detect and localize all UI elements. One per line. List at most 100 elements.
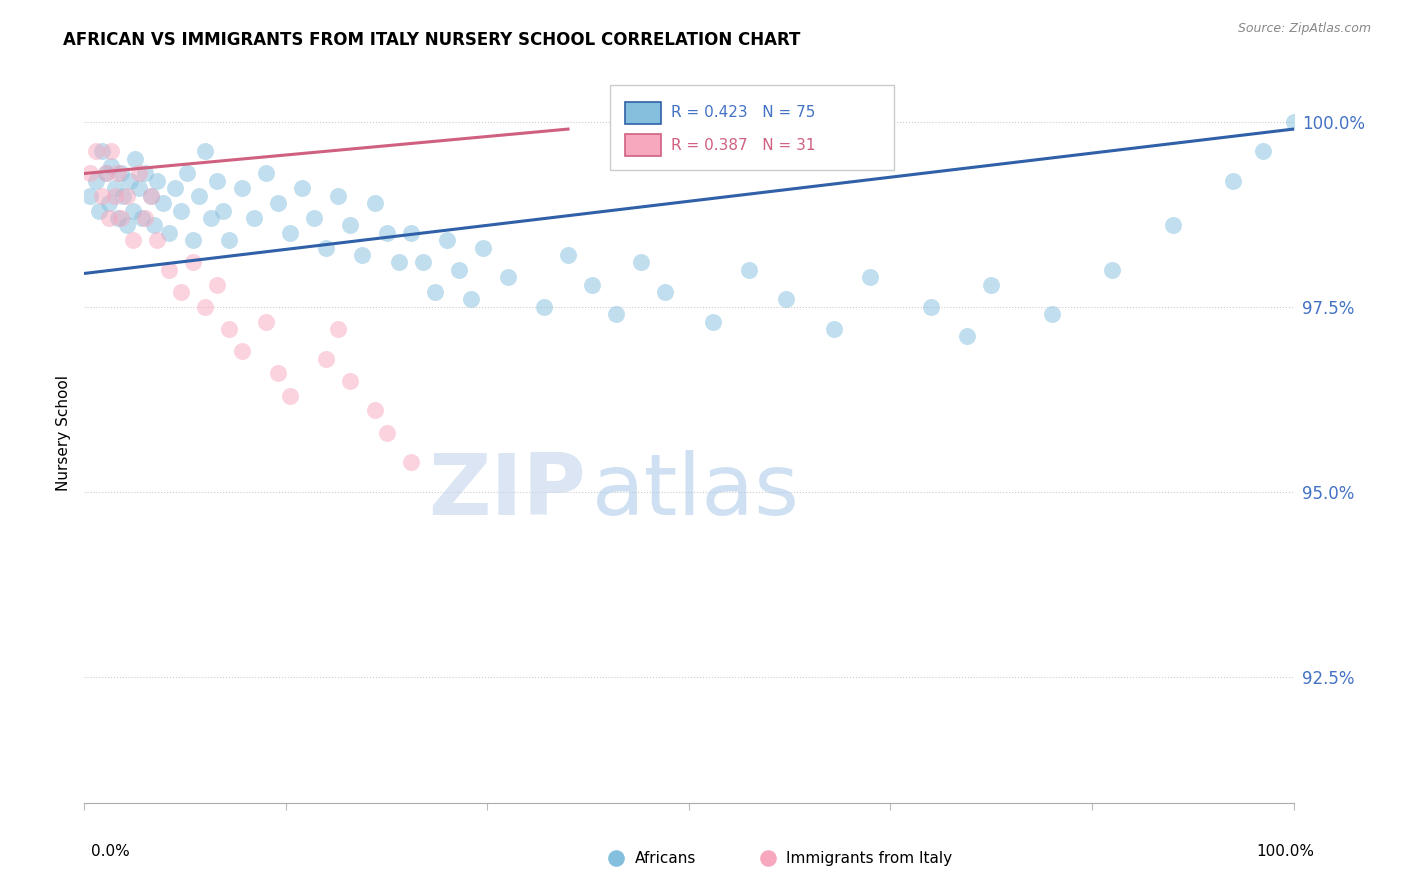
Point [242,211,264,225]
Point [152,196,174,211]
Point [423,285,446,299]
Point [218,233,240,247]
Point [110,211,132,225]
Point [352,248,374,262]
Point [375,425,398,440]
Point [980,277,1002,292]
Point [212,203,235,218]
Text: 100.0%: 100.0% [1257,845,1315,859]
Point [654,285,676,299]
Point [91,188,114,202]
Point [328,188,350,202]
Point [496,270,519,285]
Point [472,241,495,255]
Point [107,211,129,225]
Text: Immigrants from Italy: Immigrants from Italy [786,851,952,866]
Point [131,211,153,225]
Point [339,374,361,388]
Point [181,255,204,269]
Point [134,167,156,181]
Point [107,167,129,181]
Point [194,145,217,159]
Point [533,300,555,314]
Point [254,167,277,181]
Y-axis label: Nursery School: Nursery School [56,375,72,491]
Point [363,196,385,211]
Text: ZIP: ZIP [429,450,586,533]
Point [176,167,198,181]
Point [143,219,166,233]
Point [291,181,314,195]
Point [100,159,122,173]
Point [339,219,361,233]
Point [207,277,229,292]
Point [115,219,138,233]
Point [121,233,143,247]
Point [254,315,277,329]
Point [146,174,169,188]
Point [328,322,350,336]
Point [94,167,117,181]
Point [278,389,301,403]
Point [104,181,127,195]
Point [1222,174,1244,188]
Point [104,188,127,202]
FancyBboxPatch shape [610,85,894,169]
Point [605,307,627,321]
Point [97,211,120,225]
Text: 0.0%: 0.0% [91,845,131,859]
FancyBboxPatch shape [624,135,661,156]
Point [436,233,458,247]
Point [218,322,240,336]
Point [388,255,411,269]
Point [194,300,217,314]
Point [181,233,204,247]
Point [1282,114,1305,128]
Point [859,270,882,285]
Point [412,255,434,269]
Point [460,293,482,307]
Point [267,367,290,381]
Point [399,226,422,240]
Point [87,203,110,218]
Point [79,167,101,181]
Point [115,188,138,202]
Point [231,344,253,359]
Point [738,262,761,277]
Point [128,181,150,195]
Text: AFRICAN VS IMMIGRANTS FROM ITALY NURSERY SCHOOL CORRELATION CHART: AFRICAN VS IMMIGRANTS FROM ITALY NURSERY… [63,31,800,49]
Point [157,262,180,277]
Point [139,188,162,202]
Point [170,285,193,299]
Point [1101,262,1123,277]
Text: atlas: atlas [592,450,800,533]
FancyBboxPatch shape [624,102,661,124]
Point [1253,145,1275,159]
Point [363,403,385,417]
Point [112,188,135,202]
Point [375,226,398,240]
Point [302,211,325,225]
Point [134,211,156,225]
Point [200,211,222,225]
Point [91,145,114,159]
Text: Source: ZipAtlas.com: Source: ZipAtlas.com [1237,22,1371,36]
Point [120,174,142,188]
Point [128,167,150,181]
Point [157,226,180,240]
Text: R = 0.423   N = 75: R = 0.423 N = 75 [671,105,815,120]
Text: Africans: Africans [634,851,696,866]
Point [581,277,603,292]
Point [1161,219,1184,233]
Point [1040,307,1063,321]
Point [86,145,108,159]
Point [278,226,301,240]
Point [231,181,253,195]
Point [94,167,117,181]
Point [207,174,229,188]
Text: R = 0.387   N = 31: R = 0.387 N = 31 [671,138,815,153]
Point [557,248,579,262]
Point [702,315,724,329]
Point [121,203,143,218]
Point [110,167,132,181]
